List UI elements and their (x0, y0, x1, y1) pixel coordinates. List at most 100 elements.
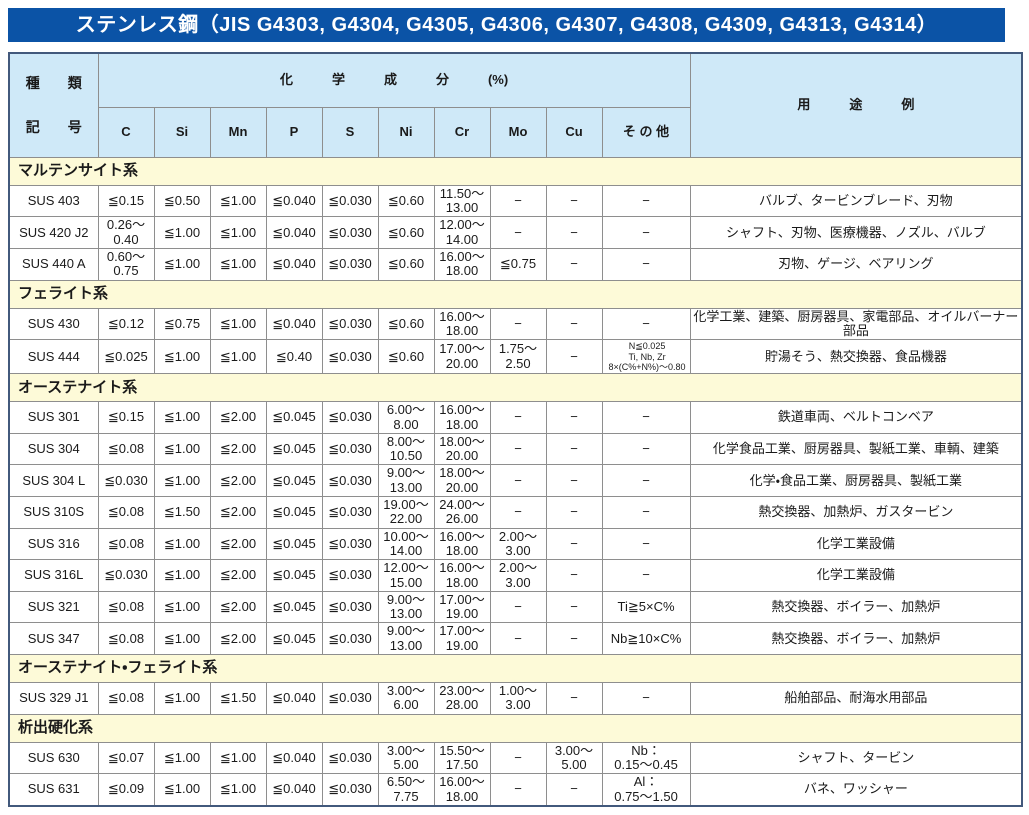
chem-value-cell: 17.00～ 19.00 (433, 622, 491, 656)
chem-value-cell: ≦0.040 (265, 307, 323, 341)
use-cell: 熱交換器、ボイラー、加熱炉 (689, 590, 1023, 624)
table-row: SUS 329 J1 ≦0.08 ≦1.00 ≦1.50 ≦0.040 ≦0.030 3.0… (8, 682, 1023, 715)
chem-value-cell: ≦0.030 (321, 464, 379, 498)
chem-value-cell: ≦0.030 (321, 622, 379, 656)
chem-value-cell: ≦0.040 (265, 248, 323, 281)
chem-value-cell: ≦1.00 (153, 682, 211, 715)
chem-value-cell: 16.00～ 18.00 (433, 773, 491, 807)
chem-value-cell: ≦0.040 (265, 184, 323, 218)
chem-value-cell: ≦0.15 (97, 184, 155, 218)
chem-value-cell: ≦0.040 (265, 773, 323, 807)
element-header-c: C (97, 106, 155, 158)
section-row: オーステナイト系 (8, 373, 1023, 403)
chem-value-cell: − (545, 339, 603, 375)
chem-value-cell: − (601, 496, 691, 529)
chem-value-cell: − (489, 773, 547, 807)
chemical-composition-header: 化 学 成 分 (%) (97, 52, 691, 108)
chem-value-cell: 18.00～ 20.00 (433, 464, 491, 498)
chem-value-cell: 9.00～ 13.00 (377, 622, 435, 656)
table-body: マルテンサイト系 SUS 403 ≦0.15 ≦0.50 ≦1.00 ≦0.040 ≦0.0… (8, 156, 1023, 807)
chem-value-cell: 1.75～ 2.50 (489, 339, 547, 375)
use-cell: 化学工業設備 (689, 559, 1023, 592)
chem-value-cell: ≦0.15 (97, 401, 155, 434)
chem-value-cell: ≦1.00 (153, 559, 211, 592)
chem-value-cell: ≦0.045 (265, 622, 323, 656)
chem-value-cell: 18.00～ 20.00 (433, 432, 491, 466)
chem-value-cell: 16.00～ 18.00 (433, 307, 491, 341)
chem-value-cell: − (545, 432, 603, 466)
kind-code-header-cell: 種 類 記 号 (8, 52, 99, 158)
chem-value-cell: − (489, 432, 547, 466)
usage-header: 用 途 例 (689, 52, 1023, 158)
chem-value-cell: 12.00～ 14.00 (433, 216, 491, 250)
chem-value-cell: 19.00～ 22.00 (377, 496, 435, 529)
element-header-s: S (321, 106, 379, 158)
table-row: SUS 321 ≦0.08 ≦1.00 ≦2.00 ≦0.045 ≦0.030 9.00～ … (8, 590, 1023, 624)
use-cell: 化学・食品工業、厨房器具、製紙工業 (689, 464, 1023, 498)
chem-value-cell: ≦2.00 (209, 401, 267, 434)
sus-code-cell: SUS 310S (8, 496, 99, 529)
chem-value-cell: − (545, 184, 603, 218)
chem-value-cell: − (545, 682, 603, 715)
chem-value-cell: ≦2.00 (209, 590, 267, 624)
chem-value-cell: ≦2.00 (209, 527, 267, 561)
section-header: オーステナイト・フェライト系 (8, 654, 1023, 684)
chem-value-cell: ≦0.045 (265, 432, 323, 466)
chem-value-cell: 3.00～ 5.00 (545, 741, 603, 775)
chem-value-cell: 0.60～ 0.75 (97, 248, 155, 281)
table-row: SUS 310S ≦0.08 ≦1.50 ≦2.00 ≦0.045 ≦0.030 19.00… (8, 496, 1023, 529)
chem-value-cell: ≦0.40 (265, 339, 323, 375)
chem-value-cell: ≦1.00 (209, 184, 267, 218)
sus-code-cell: SUS 316 (8, 527, 99, 561)
section-row: マルテンサイト系 (8, 156, 1023, 186)
chem-value-cell: ≦0.08 (97, 432, 155, 466)
chem-value-cell: − (489, 184, 547, 218)
section-header: オーステナイト系 (8, 373, 1023, 403)
chem-value-cell: ≦0.030 (321, 773, 379, 807)
chem-value-cell: ≦2.00 (209, 559, 267, 592)
chem-value-cell: ≦0.040 (265, 741, 323, 775)
table-row: SUS 444 ≦0.025 ≦1.00 ≦1.00 ≦0.40 ≦0.030 ≦0.60 1… (8, 339, 1023, 375)
chem-value-cell: − (545, 622, 603, 656)
chem-value-cell: ≦1.50 (153, 496, 211, 529)
chem-value-cell: 8.00～ 10.50 (377, 432, 435, 466)
chem-value-cell: ≦0.75 (489, 248, 547, 281)
element-header-si: Si (153, 106, 211, 158)
chem-value-cell: − (489, 741, 547, 775)
chem-value-cell: ≦0.75 (153, 307, 211, 341)
chem-value-cell: ≦0.60 (377, 307, 435, 341)
chem-value-cell: ≦0.60 (377, 339, 435, 375)
chem-value-cell: N≦0.025 Ti, Nb, Zr 8×(C%+N%)～0.80 (601, 339, 691, 375)
chem-value-cell: ≦0.030 (321, 590, 379, 624)
table-row: SUS 631 ≦0.09 ≦1.00 ≦1.00 ≦0.040 ≦0.030 6.50～ … (8, 773, 1023, 807)
table-header: 種 類 記 号 化 学 成 分 (%) 用 途 例 C Si Mn P S Ni… (8, 52, 1023, 158)
element-header-other: そ の 他 (601, 106, 691, 158)
chem-value-cell: ≦1.00 (153, 622, 211, 656)
section-header: マルテンサイト系 (8, 156, 1023, 186)
chem-value-cell: 3.00～ 6.00 (377, 682, 435, 715)
sus-code-cell: SUS 430 (8, 307, 99, 341)
chem-value-cell: ≦0.030 (321, 184, 379, 218)
chem-value-cell: ≦1.00 (153, 773, 211, 807)
section-row: フェライト系 (8, 279, 1023, 309)
chem-value-cell: 2.00～ 3.00 (489, 527, 547, 561)
chem-value-cell: − (601, 432, 691, 466)
chem-value-cell: ≦1.00 (209, 339, 267, 375)
chem-value-cell: ≦2.00 (209, 496, 267, 529)
chem-value-cell: ≦0.60 (377, 184, 435, 218)
chem-value-cell: ≦0.12 (97, 307, 155, 341)
chem-value-cell: ≦0.030 (321, 682, 379, 715)
chem-value-cell: 6.50～ 7.75 (377, 773, 435, 807)
chem-value-cell: − (545, 527, 603, 561)
chem-value-cell: ≦0.08 (97, 527, 155, 561)
table-row: SUS 316L ≦0.030 ≦1.00 ≦2.00 ≦0.045 ≦0.030 12.0… (8, 559, 1023, 592)
use-cell: バネ、ワッシャー (689, 773, 1023, 807)
chem-value-cell: ≦0.030 (321, 216, 379, 250)
chem-value-cell: − (601, 307, 691, 341)
chem-value-cell: − (601, 216, 691, 250)
chem-value-cell: 23.00～ 28.00 (433, 682, 491, 715)
chem-value-cell: − (545, 559, 603, 592)
chem-value-cell: ≦0.045 (265, 527, 323, 561)
sus-code-cell: SUS 321 (8, 590, 99, 624)
